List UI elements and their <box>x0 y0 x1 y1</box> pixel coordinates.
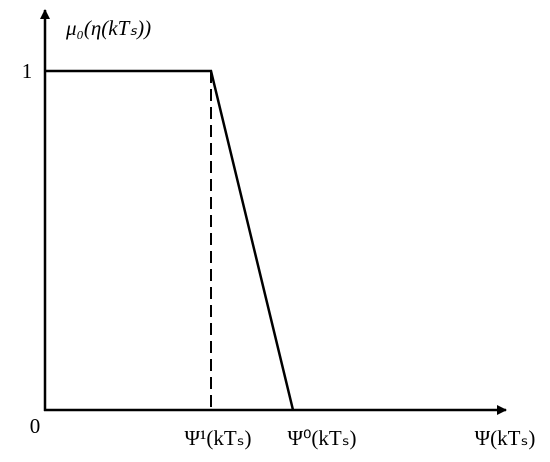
psi-zero-label: Ψ⁰(kTₛ) <box>287 426 356 450</box>
psi-one-label: Ψ¹(kTₛ) <box>185 426 252 450</box>
membership-curve <box>45 69 295 411</box>
x-axis-label: Ψ(kTₛ) <box>475 426 536 450</box>
y-axis-label: μ₀(η(kTₛ)) <box>65 16 151 40</box>
tick-one: 1 <box>22 59 33 83</box>
tick-zero: 0 <box>30 414 41 438</box>
